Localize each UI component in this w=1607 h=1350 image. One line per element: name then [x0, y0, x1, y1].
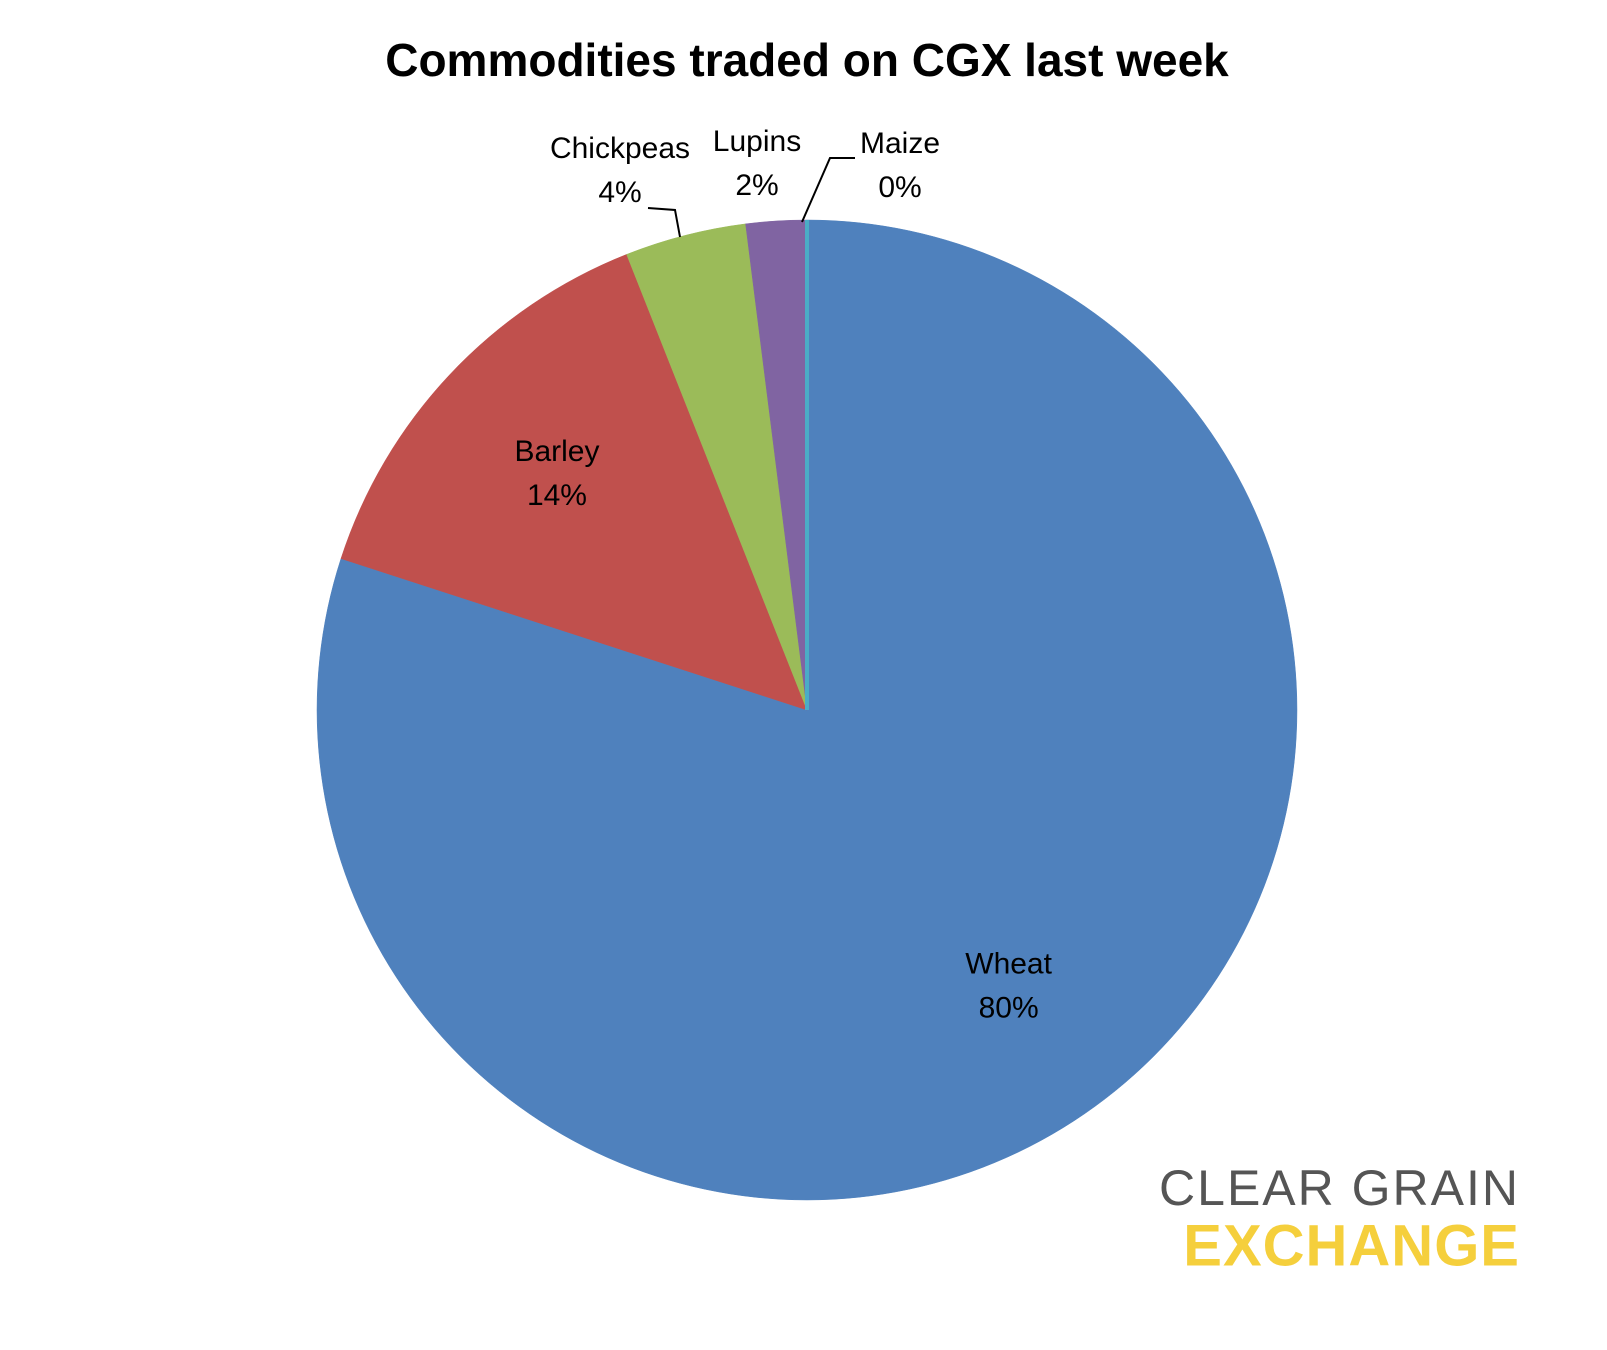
logo-line1: CLEAR GRAIN [1159, 1160, 1520, 1216]
chart-title: Commodities traded on CGX last week [385, 34, 1229, 86]
data-label-name: Lupins [713, 125, 801, 158]
data-label-value: 80% [979, 991, 1039, 1024]
data-label-name: Barley [514, 435, 599, 468]
data-label-name: Maize [860, 127, 940, 160]
data-label-name: Wheat [965, 947, 1052, 980]
data-label-value: 4% [598, 176, 641, 209]
pie-slice [340, 254, 808, 711]
leader-line [647, 207, 681, 238]
data-label-value: 2% [735, 169, 778, 202]
leader-line [801, 157, 855, 223]
logo-line2: EXCHANGE [1183, 1213, 1520, 1278]
data-label-value: 14% [527, 479, 587, 512]
data-label-value: 0% [878, 171, 921, 204]
data-label-name: Chickpeas [550, 132, 690, 165]
